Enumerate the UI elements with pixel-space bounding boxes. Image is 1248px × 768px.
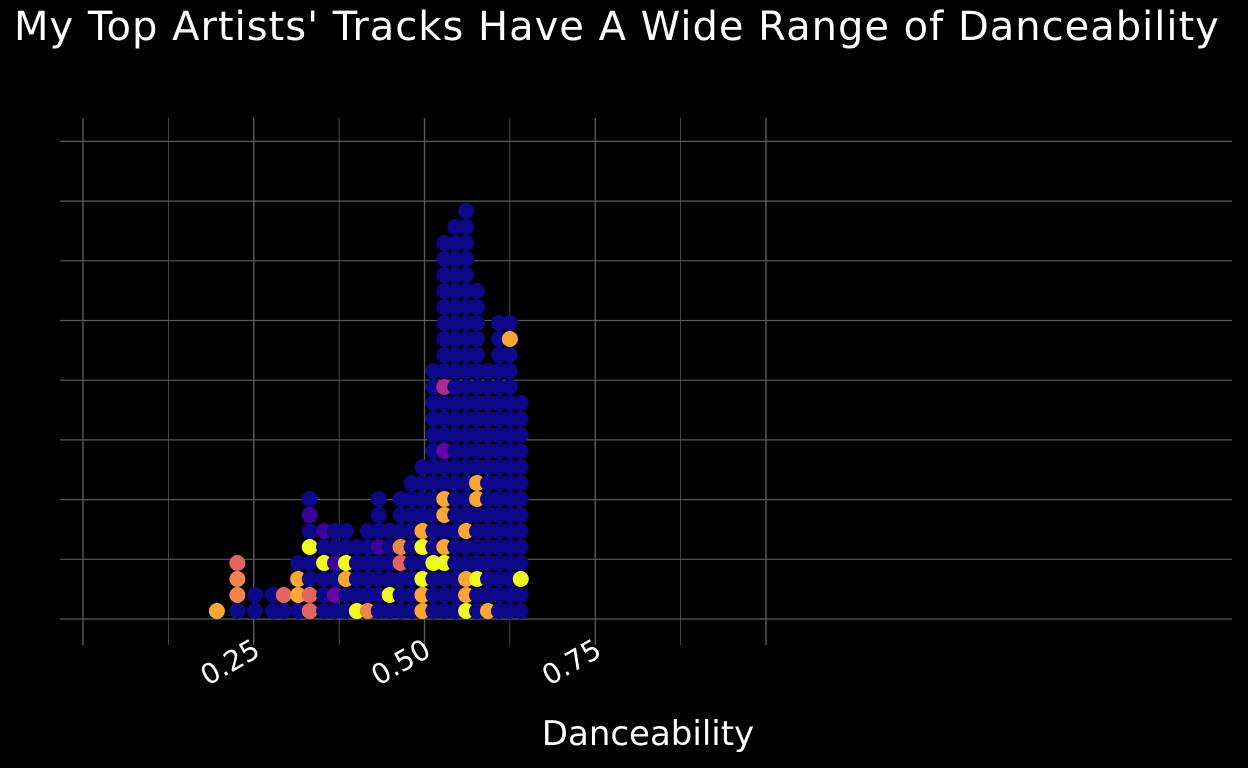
dot bbox=[469, 315, 486, 331]
dot bbox=[512, 411, 529, 427]
dot bbox=[290, 555, 307, 571]
dot bbox=[501, 363, 518, 379]
dot bbox=[458, 235, 475, 251]
dot bbox=[512, 395, 529, 411]
dot bbox=[501, 379, 518, 395]
dot bbox=[469, 331, 486, 347]
dot bbox=[458, 203, 475, 219]
dot bbox=[275, 587, 292, 603]
dot bbox=[512, 491, 529, 507]
dot bbox=[247, 603, 264, 619]
dot bbox=[301, 507, 318, 523]
x-tick-label: 0.75 bbox=[536, 632, 606, 692]
dot bbox=[512, 443, 529, 459]
dot bbox=[290, 587, 307, 603]
x-tick-label: 0.25 bbox=[195, 632, 265, 692]
dot bbox=[512, 587, 529, 603]
dot bbox=[229, 571, 246, 587]
dot bbox=[512, 427, 529, 443]
dot bbox=[301, 555, 318, 571]
dot bbox=[229, 587, 246, 603]
dot bbox=[512, 523, 529, 539]
dot bbox=[501, 347, 518, 363]
dot bbox=[208, 603, 225, 619]
dot bbox=[301, 603, 318, 619]
dot bbox=[469, 299, 486, 315]
dot bbox=[337, 523, 354, 539]
dot bbox=[512, 539, 529, 555]
dot bbox=[301, 491, 318, 507]
dot bbox=[229, 555, 246, 571]
x-tick-label: 0.50 bbox=[366, 632, 436, 692]
dot bbox=[469, 283, 486, 299]
dot bbox=[301, 523, 318, 539]
dot bbox=[458, 267, 475, 283]
dot bbox=[512, 571, 529, 587]
dot bbox=[512, 555, 529, 571]
dot bbox=[512, 475, 529, 491]
dot bbox=[501, 331, 518, 347]
dot bbox=[301, 539, 318, 555]
dot bbox=[501, 315, 518, 331]
x-axis-title: Danceability bbox=[542, 714, 754, 754]
dot bbox=[512, 603, 529, 619]
x-axis-ticks: 0.25 0.50 0.75 bbox=[195, 632, 607, 692]
chart-title: My Top Artists' Tracks Have A Wide Range… bbox=[14, 4, 1220, 50]
dot bbox=[512, 459, 529, 475]
dot bbox=[458, 251, 475, 267]
dot bbox=[512, 507, 529, 523]
dot bbox=[301, 571, 318, 587]
dot bbox=[301, 587, 318, 603]
dot bbox=[458, 219, 475, 235]
dot bbox=[370, 507, 387, 523]
dot bbox=[247, 587, 264, 603]
dot bbox=[290, 571, 307, 587]
dot bbox=[469, 347, 486, 363]
dot bbox=[290, 603, 307, 619]
dot bbox=[370, 491, 387, 507]
dot bbox=[275, 603, 292, 619]
dot bbox=[229, 603, 246, 619]
dots bbox=[208, 203, 529, 619]
